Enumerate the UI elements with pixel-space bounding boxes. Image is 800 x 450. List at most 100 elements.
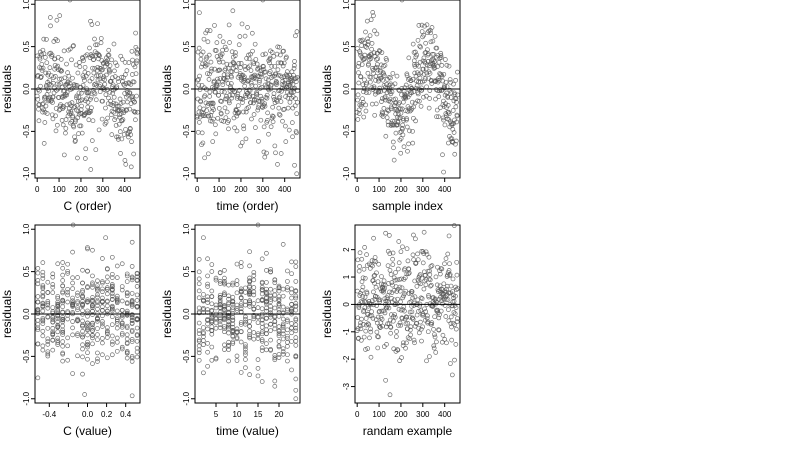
data-point — [249, 30, 255, 36]
data-point — [85, 308, 90, 314]
data-point — [106, 47, 112, 53]
data-point — [119, 136, 125, 142]
data-point — [268, 124, 274, 130]
data-point — [109, 291, 115, 296]
data-point — [436, 94, 442, 99]
data-point — [70, 310, 75, 315]
data-point — [205, 281, 210, 287]
x-tick-label: -0.4 — [42, 410, 56, 419]
data-point — [427, 354, 432, 359]
data-point — [100, 289, 105, 295]
data-point — [95, 315, 100, 321]
data-point — [416, 325, 422, 331]
data-point — [229, 69, 235, 75]
data-point — [127, 106, 133, 112]
data-point — [90, 297, 95, 303]
data-point — [126, 60, 132, 65]
data-point — [395, 111, 401, 116]
data-point — [433, 299, 439, 304]
data-point — [364, 291, 370, 296]
data-point — [209, 294, 215, 299]
data-point — [85, 350, 90, 356]
data-point — [407, 327, 413, 333]
data-point — [35, 325, 41, 331]
data-point — [264, 95, 270, 101]
data-point — [75, 307, 80, 313]
data-point — [239, 21, 245, 27]
data-point — [268, 307, 273, 313]
data-point — [438, 53, 444, 58]
data-point — [119, 346, 125, 352]
data-point — [247, 299, 252, 305]
data-point — [90, 87, 96, 93]
data-point — [393, 334, 399, 339]
data-point — [431, 343, 437, 349]
data-point — [451, 223, 457, 228]
data-point — [388, 123, 394, 128]
data-point — [222, 324, 227, 329]
data-point — [217, 316, 223, 322]
data-point — [203, 63, 208, 69]
data-point — [234, 329, 240, 334]
data-point — [102, 77, 107, 83]
data-point — [70, 113, 76, 119]
data-point — [123, 162, 129, 167]
data-point — [41, 36, 47, 42]
data-point — [59, 68, 65, 74]
data-point — [421, 71, 427, 77]
data-point — [396, 239, 402, 244]
data-point — [356, 70, 361, 76]
data-point — [75, 275, 80, 280]
data-point — [85, 339, 90, 345]
data-point — [208, 59, 214, 65]
data-point — [40, 65, 46, 71]
data-point — [104, 303, 110, 309]
data-point — [238, 288, 244, 294]
data-point — [362, 245, 367, 250]
data-point — [385, 321, 390, 327]
data-point — [356, 305, 362, 310]
data-point — [119, 287, 125, 293]
data-point — [60, 122, 66, 128]
data-point — [392, 314, 398, 320]
data-point — [416, 98, 422, 104]
data-point — [95, 21, 100, 27]
data-point — [114, 296, 120, 301]
data-point — [438, 308, 444, 314]
data-point — [47, 15, 53, 20]
data-point — [355, 64, 361, 69]
data-point — [109, 297, 115, 302]
y-tick-label: -0.5 — [182, 349, 191, 363]
data-point — [289, 306, 294, 312]
data-point — [293, 301, 299, 306]
data-point — [403, 108, 408, 114]
data-point — [247, 93, 253, 98]
data-point — [234, 353, 240, 359]
data-point — [46, 70, 51, 76]
y-tick-label: 1.0 — [22, 223, 31, 235]
y-axis-title: residuals — [160, 290, 174, 338]
data-point — [128, 132, 133, 138]
data-point — [355, 46, 360, 51]
data-point — [432, 65, 438, 71]
data-point — [253, 83, 258, 89]
data-point — [219, 118, 225, 124]
data-point — [394, 73, 400, 79]
data-point — [60, 304, 66, 310]
points-group — [194, 0, 300, 177]
data-point — [434, 114, 439, 120]
data-point — [258, 117, 264, 123]
data-point — [360, 82, 366, 87]
data-point — [409, 309, 415, 315]
data-point — [89, 22, 95, 27]
data-point — [40, 301, 46, 307]
data-point — [100, 340, 105, 346]
data-point — [267, 60, 272, 66]
x-tick-label: 200 — [234, 185, 248, 194]
data-point — [259, 287, 265, 293]
data-point — [114, 317, 120, 322]
data-point — [213, 325, 219, 331]
data-point — [40, 283, 46, 288]
data-point — [433, 274, 439, 280]
data-point — [247, 372, 252, 378]
